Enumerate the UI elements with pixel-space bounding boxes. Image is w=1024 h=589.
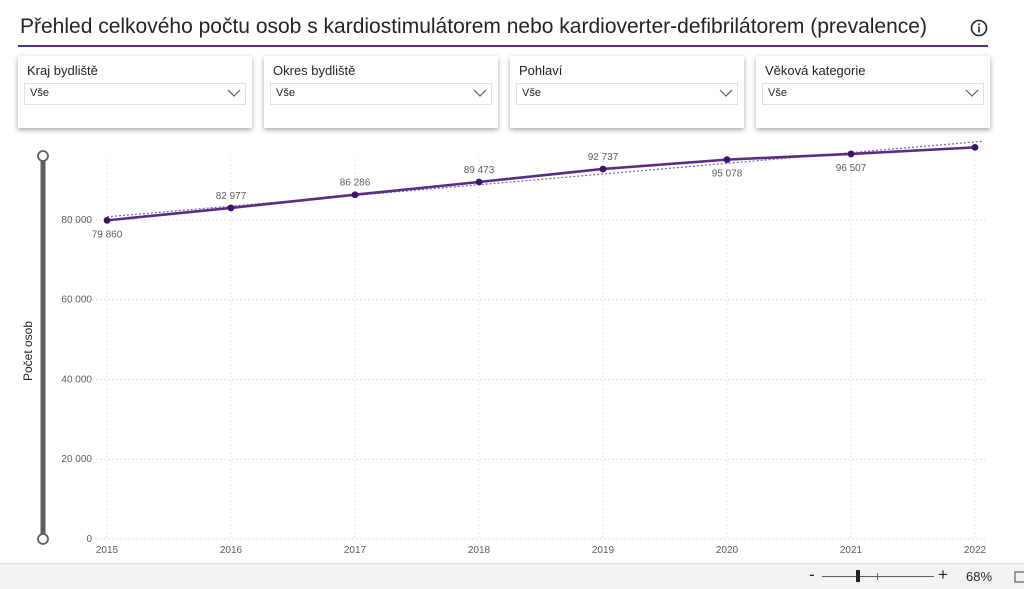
data-point[interactable] (971, 143, 979, 151)
pohlavi-dropdown-value: Vše (522, 87, 541, 99)
x-tick-label: 2022 (964, 545, 987, 556)
x-tick-label: 2020 (716, 545, 739, 556)
data-labels: 79 860 82 977 86 286 89 473 92 737 95 078 96 5… (92, 140, 991, 240)
kraj-dropdown-value: Vše (30, 87, 49, 99)
zoom-out-button[interactable]: - (809, 565, 815, 584)
y-axis-title: Počet osob (21, 321, 35, 381)
y-axis-zoom-slider[interactable] (37, 150, 49, 545)
prevalence-line-chart: Počet osob 0 20 000 40 000 60 000 80 000 201… (21, 140, 991, 556)
y-tick-label: 60 000 (61, 295, 92, 306)
x-tick-label: 2018 (468, 545, 491, 556)
chevron-down-icon (473, 89, 487, 97)
data-point[interactable] (723, 156, 731, 164)
y-tick-label: 20 000 (61, 454, 92, 465)
title-bar: Přehled celkového počtu osob s kardiosti… (18, 0, 988, 47)
okres-dropdown[interactable]: Vše (270, 83, 492, 105)
data-label: 82 977 (216, 191, 247, 202)
pohlavi-dropdown[interactable]: Vše (516, 83, 738, 105)
info-icon[interactable] (970, 19, 988, 37)
data-label: 86 286 (340, 178, 371, 189)
data-label: 89 473 (464, 165, 495, 176)
filter-pohlavi: Pohlaví Vše (510, 56, 744, 128)
zoom-slider[interactable] (822, 576, 934, 577)
chart-grid (92, 156, 985, 540)
data-label: 98 150 (960, 140, 991, 141)
data-label: 95 078 (712, 169, 743, 180)
filter-label-pohlavi: Pohlaví (519, 63, 563, 78)
x-tick-label: 2021 (840, 545, 863, 556)
chevron-down-icon (227, 89, 241, 97)
x-tick-label: 2019 (592, 545, 615, 556)
y-tick-label: 40 000 (61, 374, 92, 385)
data-point[interactable] (103, 216, 111, 224)
okres-dropdown-value: Vše (276, 87, 295, 99)
y-slider-bottom-handle[interactable] (37, 533, 49, 545)
filter-label-kraj: Kraj bydliště (27, 63, 98, 78)
x-tick-label: 2017 (344, 545, 367, 556)
filter-okres: Okres bydliště Vše (264, 56, 498, 128)
series-line (106, 146, 976, 222)
data-label: 96 507 (836, 163, 867, 174)
data-point[interactable] (475, 178, 483, 186)
data-point[interactable] (599, 165, 607, 173)
filter-label-okres: Okres bydliště (273, 63, 356, 78)
data-label: 79 860 (92, 229, 123, 240)
y-axis-ticks: 0 20 000 40 000 60 000 80 000 (61, 215, 92, 545)
page-title: Přehled celkového počtu osob s kardiosti… (20, 15, 927, 38)
data-point[interactable] (351, 191, 359, 199)
zoom-slider-handle[interactable] (855, 570, 860, 582)
series-line (103, 143, 979, 224)
vekova-kategorie-dropdown-value: Vše (768, 87, 787, 99)
zoom-in-button[interactable]: + (938, 565, 948, 584)
x-axis-ticks: 2015 2016 2017 2018 2019 2020 2021 2022 (96, 545, 987, 556)
y-tick-label: 80 000 (61, 215, 92, 226)
x-tick-label: 2016 (220, 545, 243, 556)
chevron-down-icon (965, 89, 979, 97)
y-slider-top-handle[interactable] (37, 150, 49, 162)
chevron-down-icon (719, 89, 733, 97)
vekova-kategorie-dropdown[interactable]: Vše (762, 83, 984, 105)
data-label: 92 737 (588, 152, 619, 163)
filter-kraj: Kraj bydliště Vše (18, 56, 252, 128)
filter-label-vekova-kategorie: Věková kategorie (765, 63, 866, 78)
kraj-dropdown[interactable]: Vše (24, 83, 246, 105)
x-tick-label: 2015 (96, 545, 119, 556)
zoom-level: 68% (966, 569, 993, 584)
zoom-slider-tick (877, 573, 878, 580)
fit-to-page-icon[interactable] (1014, 571, 1024, 583)
filter-vekova-kategorie: Věková kategorie Vše (756, 56, 990, 128)
status-bar: - + 68% (0, 563, 1024, 589)
y-tick-label: 0 (86, 534, 92, 545)
data-point[interactable] (227, 204, 235, 212)
data-point[interactable] (847, 150, 855, 158)
